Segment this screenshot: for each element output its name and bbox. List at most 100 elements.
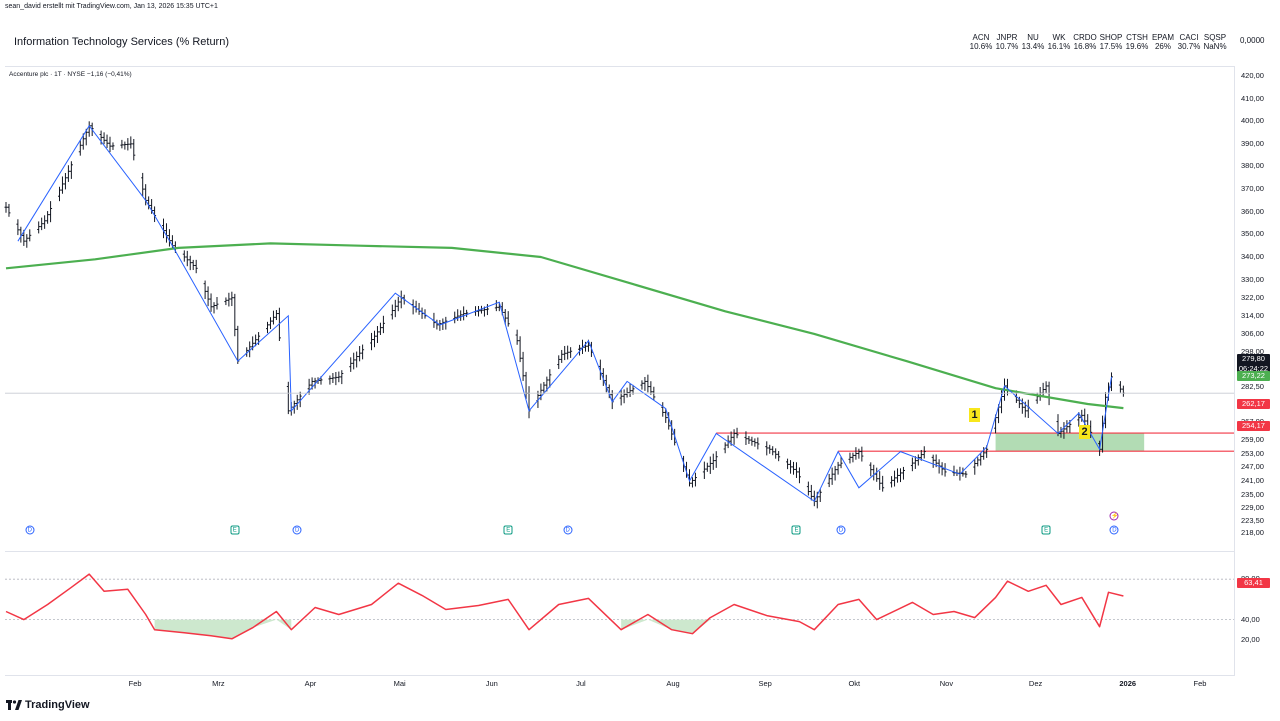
- performance-symbol: NU: [1027, 33, 1039, 42]
- comparison-title: Information Technology Services (% Retur…: [14, 36, 230, 48]
- price-tick: 380,00: [1241, 161, 1264, 171]
- price-tick: 322,00: [1241, 292, 1264, 302]
- price-tick: 253,00: [1241, 448, 1264, 458]
- performance-nu[interactable]: NU 13.4%: [1020, 33, 1046, 51]
- performance-symbol: CACI: [1179, 33, 1199, 42]
- marker-two: 2: [1079, 425, 1090, 439]
- performance-value: 26%: [1154, 42, 1171, 51]
- rsi-value-badge: 63,41: [1237, 578, 1270, 588]
- performance-symbol: CTSH: [1126, 33, 1148, 42]
- performance-jnpr[interactable]: JNPR 10.7%: [994, 33, 1020, 51]
- rsi-tick: 20,00: [1241, 634, 1260, 644]
- earnings-event-icon[interactable]: E: [230, 525, 240, 535]
- price-tick: 241,00: [1241, 475, 1264, 485]
- time-axis-label: Nov: [939, 679, 954, 688]
- time-axis-label: Sep: [758, 679, 772, 688]
- dividend-event-icon[interactable]: D: [292, 525, 302, 535]
- performance-value: NaN%: [1203, 42, 1227, 51]
- time-axis-label: Apr: [304, 679, 317, 688]
- tradingview-logo-text: TradingView: [25, 699, 90, 711]
- rsi-tick: 40,00: [1241, 614, 1260, 624]
- time-axis-label: 2026: [1119, 679, 1137, 688]
- performance-value: 19.6%: [1125, 42, 1149, 51]
- price-tick: 306,00: [1241, 328, 1264, 338]
- dividend-event-icon[interactable]: D: [1109, 525, 1119, 535]
- upper-level-badge: 262,17: [1237, 399, 1270, 409]
- performance-symbol: SHOP: [1099, 33, 1123, 42]
- performance-symbol: ACN: [972, 33, 990, 42]
- dividend-event-icon[interactable]: D: [563, 525, 573, 535]
- rsi-band-lines: [5, 578, 1234, 620]
- tradingview-logo-icon: [6, 700, 22, 710]
- earnings-event-icon[interactable]: E: [791, 525, 801, 535]
- performance-value: 16.8%: [1073, 42, 1097, 51]
- price-tick: 298,00: [1241, 347, 1264, 356]
- price-tick: 314,00: [1241, 310, 1264, 320]
- price-tick: 218,00: [1241, 528, 1264, 537]
- price-tick: 330,00: [1241, 274, 1264, 284]
- price-tick: 235,00: [1241, 489, 1264, 499]
- price-tick: 410,00: [1241, 93, 1264, 103]
- marker-one: 1: [969, 408, 980, 422]
- performance-table: ACN 10.6% JNPR 10.7% NU 13.4% WK 16.1% CRDO 16.8%…: [968, 33, 1228, 51]
- performance-symbol: CRDO: [1073, 33, 1097, 42]
- price-tick: 350,00: [1241, 229, 1264, 239]
- performance-crdo[interactable]: CRDO 16.8%: [1072, 33, 1098, 51]
- time-axis-label: Jul: [576, 679, 586, 688]
- performance-symbol: JNPR: [996, 33, 1018, 42]
- price-bars: [4, 121, 1125, 509]
- time-axis-label: Dez: [1028, 679, 1043, 688]
- price-tick: 370,00: [1241, 184, 1264, 194]
- price-tick: 420,00: [1241, 71, 1264, 80]
- performance-value: 17.5%: [1099, 42, 1123, 51]
- ma-value-badge: 273,22: [1237, 371, 1270, 381]
- time-axis-label: Feb: [128, 679, 142, 688]
- dividend-event-icon[interactable]: D: [836, 525, 846, 535]
- last-price-value: 279,80: [1242, 354, 1265, 363]
- price-tick: 390,00: [1241, 138, 1264, 148]
- performance-symbol: SQSP: [1203, 33, 1227, 42]
- rsi-path: [5, 573, 1124, 640]
- time-axis-label: Jun: [485, 679, 498, 688]
- split-event-icon[interactable]: ⚡: [1109, 511, 1119, 521]
- moving-average-path: [5, 242, 1124, 410]
- support-zone: [995, 433, 1145, 452]
- performance-epam[interactable]: EPAM 26%: [1150, 33, 1176, 51]
- rsi-oversold-fill: [154, 619, 292, 639]
- horizontal-levels[interactable]: [716, 432, 1234, 452]
- symbol-legend[interactable]: Accenture plc · 1T · NYSE −1,16 (−0,41%): [9, 71, 132, 78]
- rsi-line: [5, 573, 1124, 640]
- performance-caci[interactable]: CACI 30.7%: [1176, 33, 1202, 51]
- price-tick: 360,00: [1241, 206, 1264, 216]
- last-price-badge: 279,80 06:24:22: [1237, 354, 1270, 374]
- time-axis-separator: [5, 675, 1234, 676]
- tradingview-logo: TradingView: [6, 699, 90, 711]
- pane-separator[interactable]: [5, 551, 1234, 552]
- header-axis-value: 0,0000: [1240, 36, 1265, 45]
- earnings-event-icon[interactable]: E: [1041, 525, 1051, 535]
- dividend-event-icon[interactable]: D: [25, 525, 35, 535]
- price-tick: 229,00: [1241, 503, 1264, 513]
- performance-value: 30.7%: [1177, 42, 1201, 51]
- price-axis-border: [1234, 66, 1235, 676]
- performance-value: 10.7%: [995, 42, 1019, 51]
- attribution-text: sean_david erstellt mit TradingView.com,…: [5, 3, 218, 10]
- performance-shop[interactable]: SHOP 17.5%: [1098, 33, 1124, 51]
- performance-acn[interactable]: ACN 10.6%: [968, 33, 994, 51]
- performance-value: 10.6%: [969, 42, 993, 51]
- time-axis-label: Aug: [666, 679, 680, 688]
- price-tick: 282,50: [1241, 382, 1264, 392]
- earnings-event-icon[interactable]: E: [503, 525, 513, 535]
- header-separator: [5, 66, 1234, 67]
- moving-average-line: [5, 242, 1124, 410]
- performance-symbol: WK: [1052, 33, 1066, 42]
- performance-sqsp[interactable]: SQSP NaN%: [1202, 33, 1228, 51]
- performance-value: 13.4%: [1021, 42, 1045, 51]
- performance-wk[interactable]: WK 16.1%: [1046, 33, 1072, 51]
- time-axis-label: Mrz: [212, 679, 225, 688]
- performance-ctsh[interactable]: CTSH 19.6%: [1124, 33, 1150, 51]
- price-tick: 340,00: [1241, 251, 1264, 261]
- time-axis-label: Mai: [393, 679, 406, 688]
- price-tick: 247,00: [1241, 462, 1264, 472]
